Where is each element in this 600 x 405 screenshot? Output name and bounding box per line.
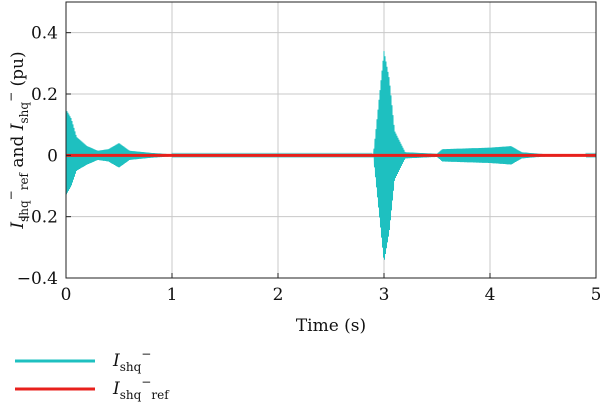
legend-label-series-2: Ishq−ref <box>112 375 170 402</box>
y-axis-label-sub1b: ref <box>17 171 31 190</box>
legend: Ishq− Ishq−ref <box>15 347 170 402</box>
grid <box>66 2 596 278</box>
x-tick-label: 1 <box>167 285 178 305</box>
x-tick-label: 5 <box>591 285 600 305</box>
plot-frame <box>65 1 597 279</box>
y-axis-label: Ishq−ref and Ishq− (pu) <box>4 51 31 229</box>
x-tick-label: 2 <box>273 285 284 305</box>
y-axis-label-sup1: − <box>4 190 18 200</box>
y-axis-label-main2: I <box>8 123 28 131</box>
x-tick-label: 3 <box>379 285 390 305</box>
y-tick-label: 0.4 <box>31 24 58 44</box>
y-axis-label-mid: and <box>8 130 28 173</box>
y-axis-label-sub1: shq <box>17 200 31 222</box>
x-axis-label: Time (s) <box>296 316 366 336</box>
y-tick-label: −0.2 <box>17 208 58 228</box>
y-tick-label: 0 <box>47 146 58 166</box>
y-axis: −0.4 −0.2 0 0.2 0.4 <box>17 24 71 289</box>
y-axis-label-main1: I <box>8 222 28 230</box>
plot-area <box>65 51 597 260</box>
x-axis: 0 1 2 3 4 5 <box>61 273 600 305</box>
x-tick-label: 0 <box>61 285 72 305</box>
y-axis-label-sup2: − <box>4 92 18 102</box>
y-axis-label-unit: (pu) <box>8 51 28 92</box>
y-axis-label-sub2: shq <box>17 102 31 124</box>
y-tick-label: −0.4 <box>17 269 58 289</box>
x-tick-label: 4 <box>485 285 496 305</box>
legend-label-series-1: Ishq− <box>112 347 151 374</box>
y-tick-label: 0.2 <box>31 85 58 105</box>
